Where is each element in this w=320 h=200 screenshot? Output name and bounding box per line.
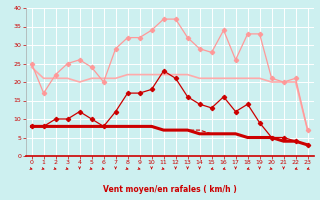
X-axis label: Vent moyen/en rafales ( km/h ): Vent moyen/en rafales ( km/h ) <box>103 185 236 194</box>
